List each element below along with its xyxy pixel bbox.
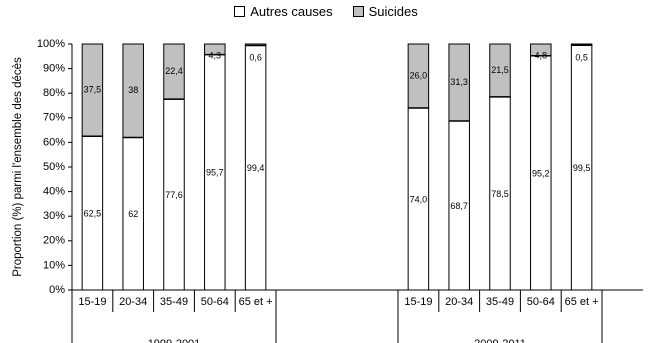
legend-swatch-suicides [352, 6, 364, 17]
data-label-suicides: 0,5 [575, 52, 588, 62]
y-axis-title: Proportion (%) parmi l'ensemble des décè… [12, 57, 24, 277]
data-label-autres-causes: 68,7 [450, 201, 468, 211]
category-label: 35-49 [486, 296, 514, 308]
y-tick-label: 20% [43, 235, 65, 247]
category-label: 50-64 [201, 296, 229, 308]
data-label-autres-causes: 62 [128, 209, 138, 219]
data-label-autres-causes: 62,5 [84, 209, 102, 219]
data-label-autres-causes: 99,4 [247, 163, 265, 173]
category-label: 65 et + [239, 296, 273, 308]
chart-legend: Autres causes Suicides [0, 4, 652, 19]
data-label-suicides: 4,3 [209, 50, 222, 60]
data-label-autres-causes: 95,2 [532, 168, 550, 178]
legend-swatch-autres-causes [234, 6, 246, 17]
data-label-autres-causes: 99,5 [573, 163, 591, 173]
y-tick-label: 40% [43, 186, 65, 198]
data-label-autres-causes: 77,6 [165, 190, 183, 200]
legend-item-suicides: Suicides [352, 4, 418, 19]
category-label: 20-34 [119, 296, 147, 308]
y-tick-label: 30% [43, 210, 65, 222]
y-tick-label: 100% [37, 38, 65, 50]
category-label: 20-34 [445, 296, 473, 308]
legend-label-suicides: Suicides [368, 4, 418, 19]
data-label-suicides: 38 [128, 85, 138, 95]
data-label-autres-causes: 95,7 [206, 168, 224, 178]
y-tick-label: 10% [43, 259, 65, 271]
legend-label-autres-causes: Autres causes [250, 4, 333, 19]
group-label-1999-2001: 1999-2001 [148, 338, 201, 343]
group-label-2009-2011: 2009-2011 [474, 338, 526, 343]
data-label-suicides: 22,4 [165, 66, 183, 76]
data-label-suicides: 21,5 [491, 65, 509, 75]
legend-item-autres-causes: Autres causes [234, 4, 333, 19]
y-tick-label: 70% [43, 112, 65, 124]
data-label-suicides: 31,3 [450, 77, 468, 87]
y-tick-label: 80% [43, 87, 65, 99]
category-label: 15-19 [78, 296, 106, 308]
data-label-autres-causes: 74,0 [410, 194, 428, 204]
y-tick-label: 60% [43, 136, 65, 148]
y-tick-label: 0% [49, 284, 65, 296]
data-label-suicides: 37,5 [84, 85, 102, 95]
category-label: 35-49 [160, 296, 188, 308]
y-tick-label: 90% [43, 63, 65, 75]
data-label-suicides: 4,8 [535, 50, 548, 60]
data-label-suicides: 0,6 [249, 52, 262, 62]
category-label: 15-19 [404, 296, 432, 308]
y-tick-label: 50% [43, 161, 65, 173]
category-label: 50-64 [527, 296, 555, 308]
data-label-autres-causes: 78,5 [491, 189, 509, 199]
data-label-suicides: 26,0 [410, 70, 428, 80]
category-label: 65 et + [565, 296, 599, 308]
